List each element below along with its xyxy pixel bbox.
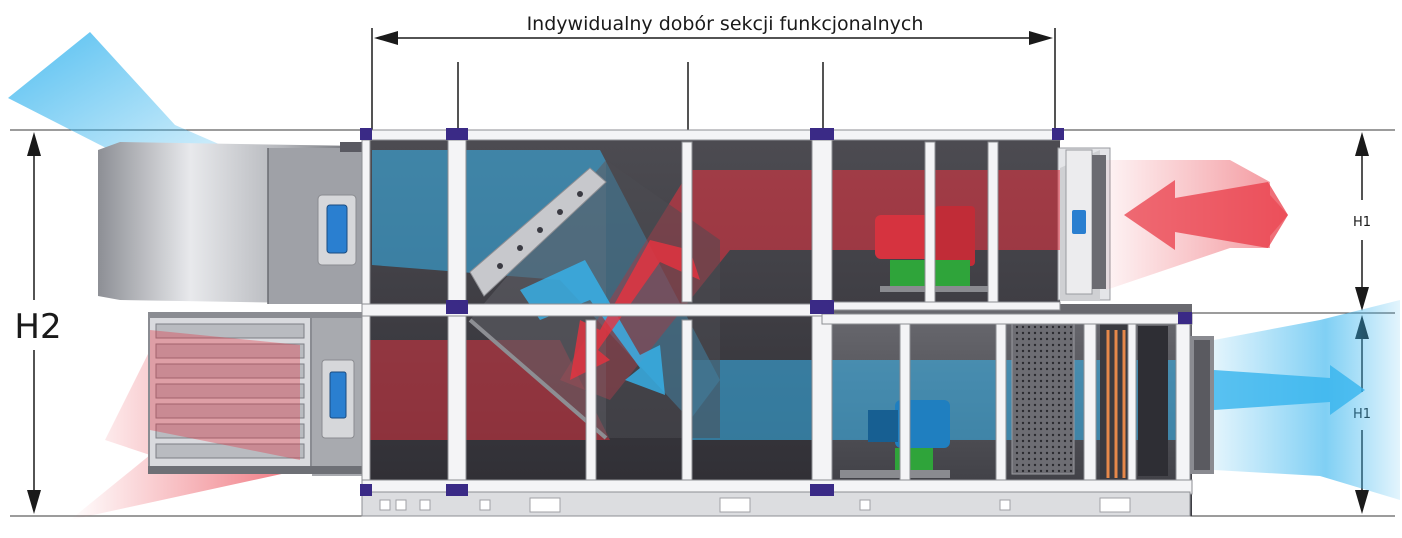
exhaust-outlet-module (1065, 149, 1106, 295)
h2-label: H2 (14, 307, 61, 347)
damper-actuator-icon (329, 371, 347, 419)
grille-louvers (155, 323, 305, 459)
exhaust-arrow (1124, 180, 1288, 250)
damper-actuator-icon (1072, 210, 1086, 234)
lower-left-grille-module (148, 312, 362, 476)
title-dimension (371, 28, 1056, 132)
upper-left-damper-module (98, 142, 362, 304)
supply-cross-arrow (520, 260, 665, 395)
corner-brackets (360, 128, 1192, 496)
frame-members (361, 129, 1193, 517)
lower-fan-section (840, 323, 1168, 484)
supply-outlet-module (1190, 336, 1214, 474)
h1-upper-label: H1 (1353, 215, 1371, 230)
damper-actuator-icon (326, 204, 348, 254)
h1-upper-dimension (1355, 132, 1369, 311)
h2-dimension (27, 132, 41, 514)
base-frame (361, 491, 1191, 517)
supply-arrow (1214, 365, 1365, 415)
diagram-title: Indywidualny dobór sekcji funkcjonalnych (527, 13, 924, 35)
